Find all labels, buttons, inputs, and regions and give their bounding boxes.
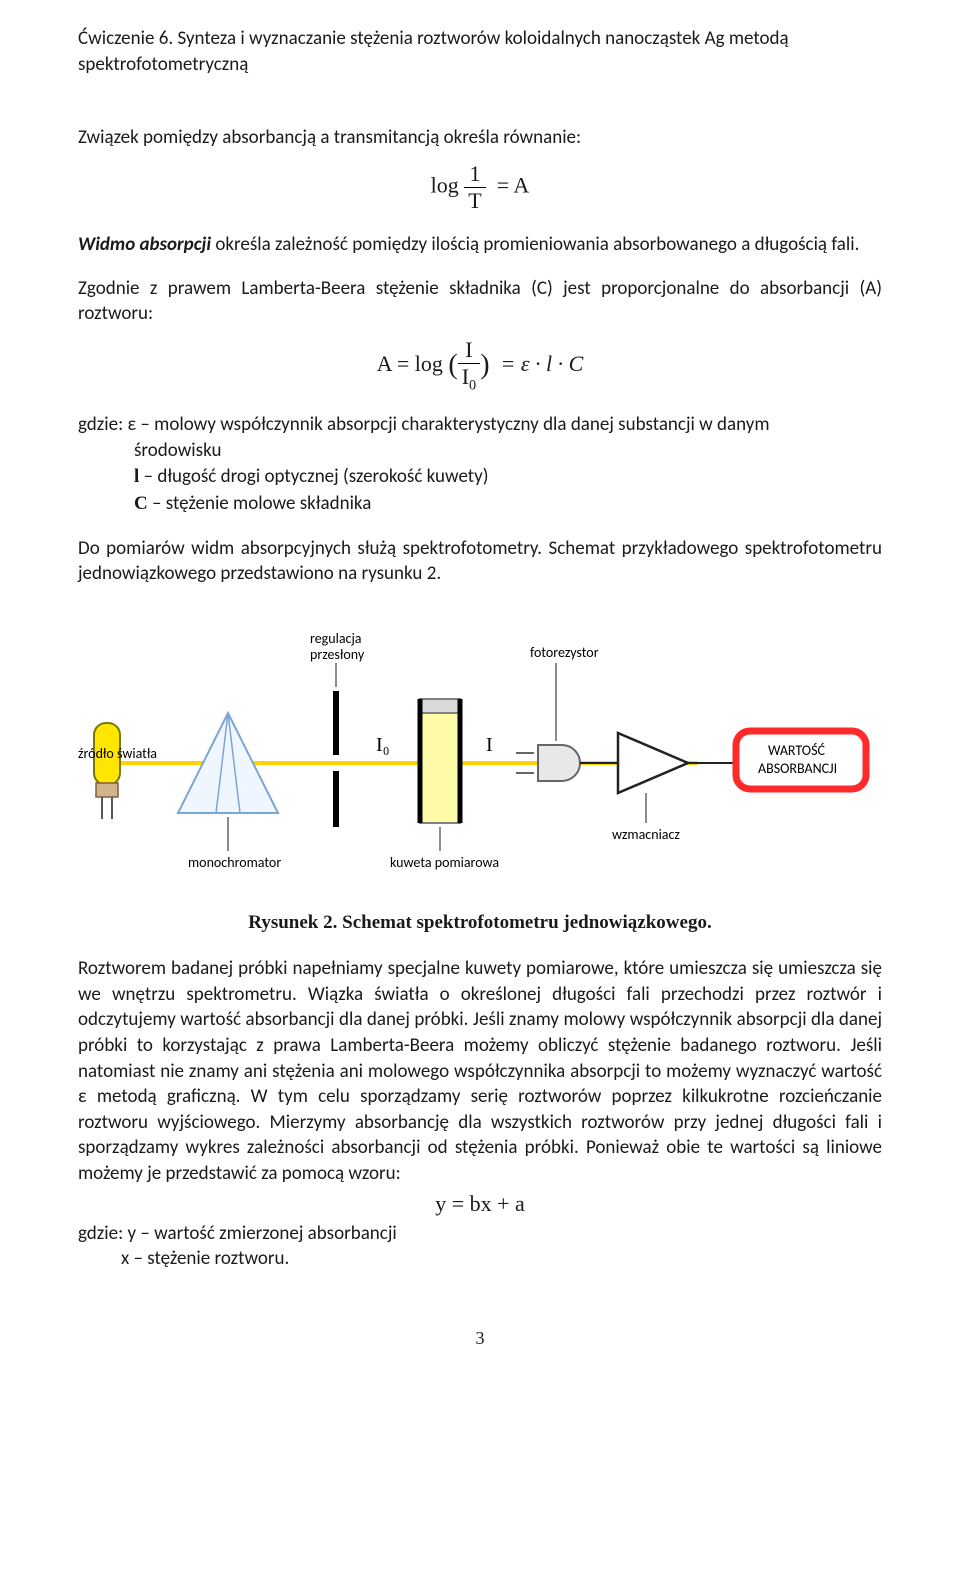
p-widmo: Widmo absorpcji określa zależność pomięd… — [78, 232, 882, 258]
def-eps-2: środowisku — [134, 438, 882, 465]
p-lb-text: Zgodnie z prawem Lamberta-Beera stężenie… — [78, 277, 882, 326]
label-regulacja-2: przesłony — [310, 646, 365, 663]
eq1-frac: 1 T — [464, 161, 485, 214]
light-source-icon — [94, 723, 120, 819]
p-relation-text: Związek pomiędzy absorbancją a transmita… — [78, 126, 581, 149]
label-regulacja-1: regulacja — [310, 630, 362, 647]
eq2-lhs: A = log — [377, 351, 443, 376]
page: Ćwiczenie 6. Synteza i wyznaczanie stęże… — [0, 0, 960, 1389]
p-lambert-beer: Zgodnie z prawem Lamberta-Beera stężenie… — [78, 276, 882, 327]
gdzie-x: x – stężenie roztworu. — [78, 1247, 289, 1270]
label-I0: I₀ — [376, 734, 390, 756]
p-procedure: Roztworem badanej próbki napełniamy spec… — [78, 956, 882, 1187]
page-number: 3 — [78, 1328, 882, 1349]
eq-lambert-beer: A = log ( I I0 ) = ε · l · C — [78, 337, 882, 394]
defs-indent: środowisku l – długość drogi optycznej (… — [78, 438, 882, 518]
def-c: – stężenie molowe składnika — [148, 492, 372, 515]
def-eps: gdzie: ε – molowy współczynnik absorpcji… — [78, 413, 770, 436]
label-zrodlo: źródło światła — [78, 745, 157, 762]
defs-gdzie: gdzie: ε – molowy współczynnik absorpcji… — [78, 412, 882, 438]
amplifier-icon — [580, 733, 738, 793]
label-monochromator: monochromator — [188, 854, 281, 871]
spectro-svg: źródło światła monochromator regulacja p… — [78, 613, 878, 893]
p-spectro-text: Do pomiarów widm absorpcyjnych służą spe… — [78, 537, 882, 586]
cuvette-icon — [420, 699, 460, 823]
widmo-term: Widmo absorpcji — [78, 233, 211, 256]
label-wartosc-2: ABSORBANCJI — [758, 760, 837, 777]
eq2-den: I0 — [458, 363, 480, 394]
eq1-rhs: = A — [497, 172, 530, 197]
figure-caption: Rysunek 2. Schemat spektrofotometru jedn… — [78, 912, 882, 934]
eq-linear: y = bx + a — [78, 1191, 882, 1217]
eq-log-1T: log 1 T = A — [78, 161, 882, 214]
figure-spectrophotometer: źródło światła monochromator regulacja p… — [78, 613, 882, 898]
label-kuweta: kuweta pomiarowa — [390, 854, 499, 871]
eq1-log: log — [431, 172, 459, 197]
eq2-num: I — [458, 337, 480, 363]
def-l: – długość drogi optycznej (szerokość kuw… — [139, 465, 488, 488]
widmo-rest: określa zależność pomiędzy ilością promi… — [211, 233, 859, 256]
eq2-den-base: I — [462, 364, 469, 389]
p-gdzie-yx: gdzie: y – wartość zmierzonej absorbancj… — [78, 1221, 882, 1272]
label-fotorezystor: fotorezystor — [530, 644, 599, 661]
page-header: Ćwiczenie 6. Synteza i wyznaczanie stęże… — [78, 26, 882, 77]
result-box: WARTOŚĆ ABSORBANCJI — [736, 731, 866, 789]
label-I: I — [486, 734, 493, 756]
eq1-num: 1 — [464, 161, 485, 187]
header-line-2: spektrofotometryczną — [78, 53, 248, 76]
eq2-rhs: = ε · l · C — [501, 351, 584, 376]
eq1-den: T — [464, 187, 485, 214]
label-wzmacniacz: wzmacniacz — [612, 826, 680, 843]
label-wartosc-1: WARTOŚĆ — [768, 742, 826, 759]
eq2-frac: I I0 — [458, 337, 480, 394]
gdzie-y: gdzie: y – wartość zmierzonej absorbancj… — [78, 1222, 397, 1245]
eq3-text: y = bx + a — [435, 1191, 525, 1216]
p-spectro: Do pomiarów widm absorpcyjnych służą spe… — [78, 536, 882, 587]
header-line-1: Ćwiczenie 6. Synteza i wyznaczanie stęże… — [78, 27, 789, 50]
p-relation: Związek pomiędzy absorbancją a transmita… — [78, 125, 882, 151]
p-procedure-text: Roztworem badanej próbki napełniamy spec… — [78, 957, 882, 1185]
eq2-den-sub: 0 — [469, 377, 476, 393]
